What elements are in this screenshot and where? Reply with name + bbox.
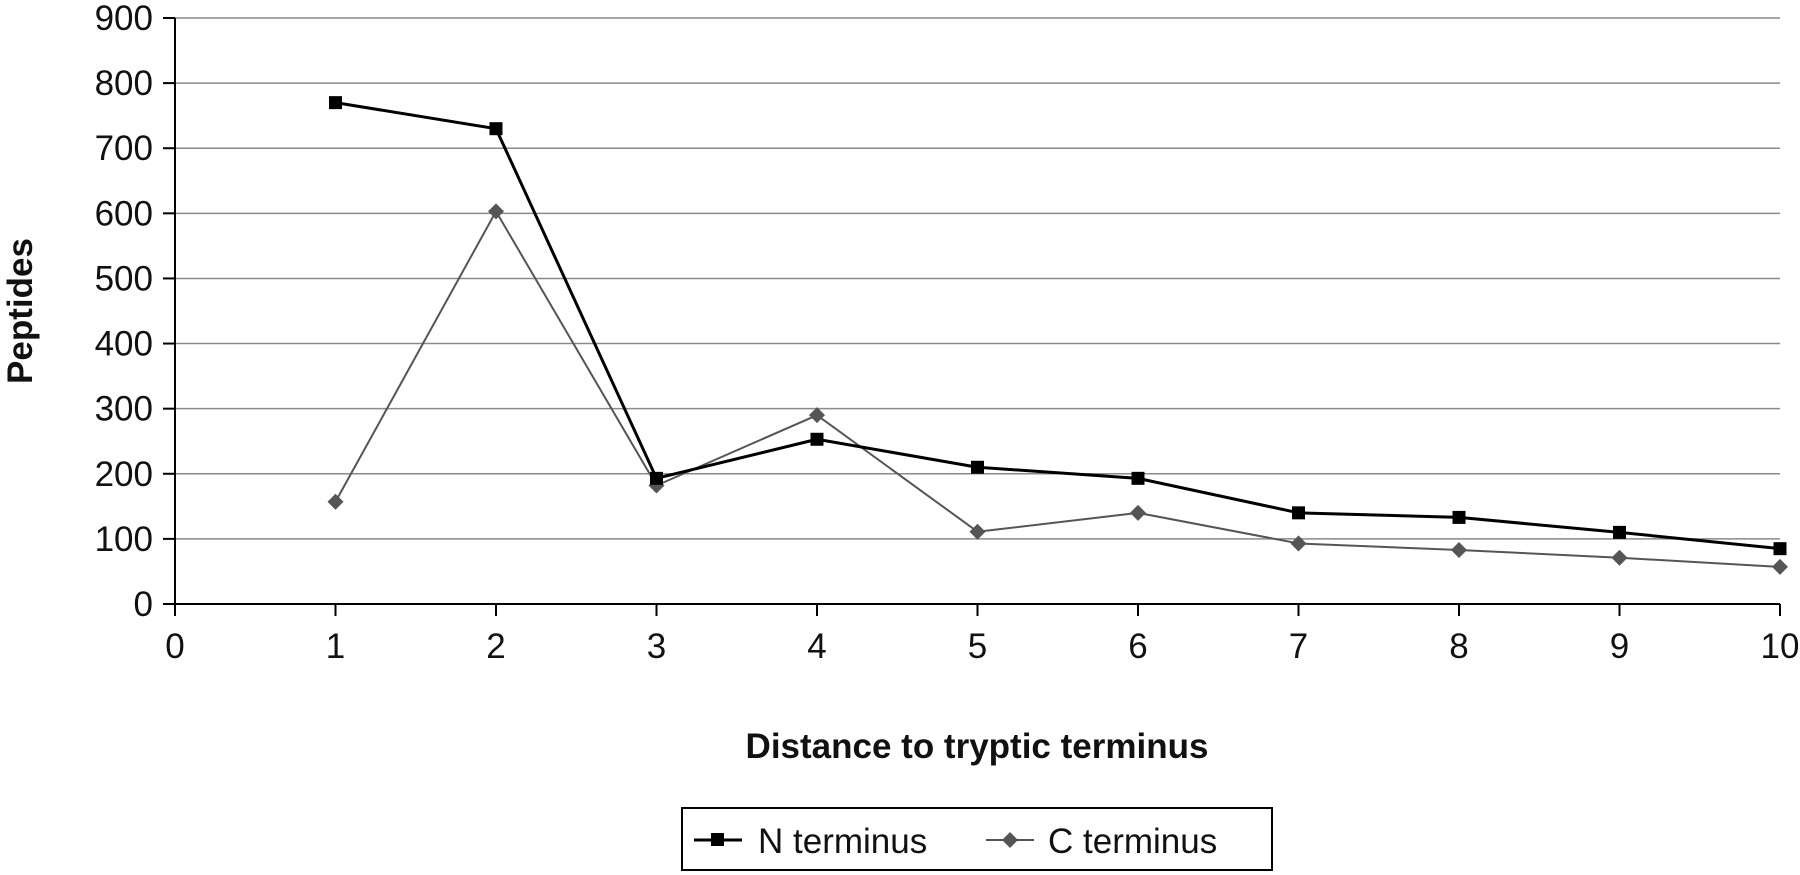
data-point-c-terminus bbox=[488, 203, 504, 220]
axes bbox=[174, 18, 1780, 605]
data-point-n-terminus bbox=[1773, 542, 1787, 556]
legend: N terminus C terminus bbox=[681, 807, 1273, 871]
data-point-n-terminus bbox=[810, 432, 824, 446]
axis-ticks: 0 100 200 300 400 500 600 700 800 900 0 1 2 3 4 5 6 7 8 9 10 bbox=[95, 0, 1800, 666]
data-point-n-terminus bbox=[489, 122, 503, 136]
y-tick-label: 600 bbox=[95, 194, 153, 233]
data-point-c-terminus bbox=[1611, 549, 1628, 566]
series-line-c-terminus bbox=[334, 210, 1781, 568]
data-point-c-terminus bbox=[969, 523, 986, 540]
x-tick-label: 4 bbox=[807, 627, 826, 666]
data-point-n-terminus bbox=[1131, 471, 1145, 485]
data-point-c-terminus bbox=[809, 407, 825, 424]
x-tick-label: 7 bbox=[1289, 627, 1308, 666]
x-tick-label: 5 bbox=[968, 627, 987, 666]
data-point-c-terminus bbox=[1290, 535, 1307, 552]
data-point-n-terminus bbox=[329, 96, 342, 110]
data-point-c-terminus bbox=[327, 493, 344, 510]
y-tick-label: 700 bbox=[95, 129, 153, 168]
data-point-c-terminus bbox=[1451, 541, 1467, 558]
series bbox=[327, 96, 1788, 575]
y-tick-label: 900 bbox=[95, 0, 153, 38]
data-point-n-terminus bbox=[650, 471, 663, 485]
y-tick-label: 800 bbox=[95, 64, 153, 103]
legend-label-c-terminus: C terminus bbox=[1048, 822, 1217, 861]
data-point-n-terminus bbox=[1292, 506, 1305, 520]
x-tick-label: 0 bbox=[165, 627, 184, 666]
x-tick-label: 9 bbox=[1610, 627, 1629, 666]
x-tick-label: 8 bbox=[1449, 627, 1468, 666]
x-tick-label: 6 bbox=[1128, 627, 1147, 666]
series-line-n-terminus bbox=[335, 101, 1781, 551]
x-tick-label: 1 bbox=[326, 627, 345, 666]
data-point-n-terminus bbox=[971, 460, 984, 474]
gridlines bbox=[175, 17, 1780, 540]
data-point-n-terminus bbox=[1452, 510, 1466, 524]
data-point-n-terminus bbox=[1613, 525, 1626, 539]
legend-marker-c-terminus bbox=[1002, 832, 1018, 848]
legend-label-n-terminus: N terminus bbox=[758, 822, 927, 861]
y-tick-label: 100 bbox=[95, 520, 153, 559]
series-c-terminus bbox=[327, 203, 1788, 575]
y-tick-label: 300 bbox=[95, 390, 153, 429]
x-tick-label: 2 bbox=[486, 627, 505, 666]
y-axis-title: Peptides bbox=[1, 238, 40, 384]
x-tick-label: 3 bbox=[647, 627, 666, 666]
x-tick-label: 10 bbox=[1761, 627, 1800, 666]
y-tick-label: 500 bbox=[95, 259, 153, 298]
data-point-c-terminus bbox=[1130, 504, 1146, 521]
legend-marker-n-terminus bbox=[711, 833, 724, 846]
y-tick-label: 400 bbox=[95, 325, 153, 364]
y-tick-label: 0 bbox=[134, 585, 153, 624]
legend-box bbox=[681, 807, 1273, 871]
x-axis-title: Distance to tryptic terminus bbox=[746, 727, 1209, 766]
data-point-c-terminus bbox=[1772, 558, 1788, 575]
y-tick-label: 200 bbox=[95, 455, 153, 494]
series-n-terminus bbox=[329, 96, 1787, 556]
